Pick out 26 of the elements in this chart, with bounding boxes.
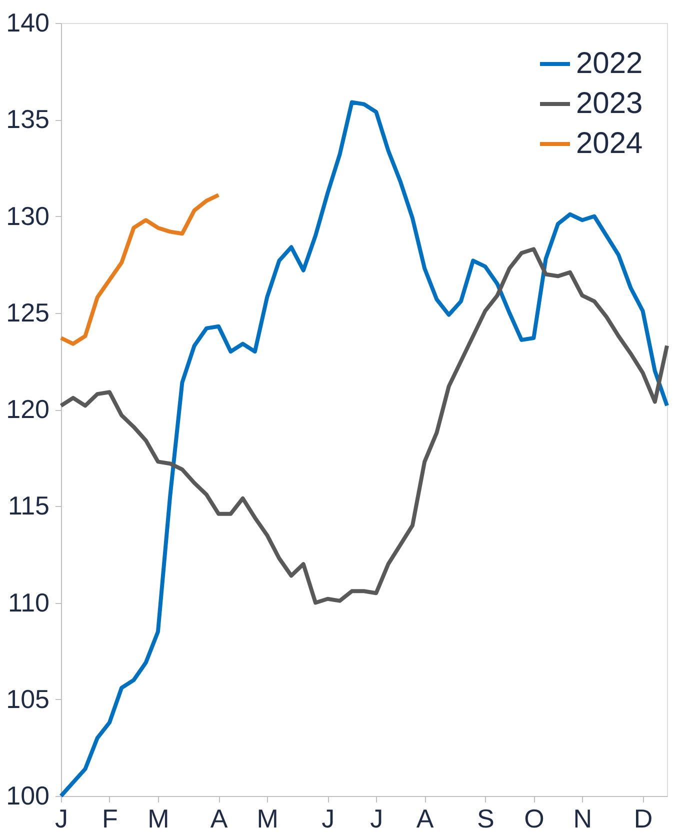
legend-label: 2022 [576, 47, 643, 80]
y-tick-label: 130 [6, 200, 50, 231]
x-tick-label: O [524, 804, 544, 834]
x-tick-label: A [210, 804, 228, 834]
x-tick-label: J [370, 804, 384, 834]
x-tick-label: A [416, 804, 434, 834]
line-series [59, 247, 669, 605]
y-tick-label: 125 [6, 297, 50, 328]
legend-label: 2024 [576, 127, 643, 160]
x-tick-label: J [55, 804, 68, 834]
legend-label: 2023 [576, 87, 643, 120]
y-tick-label: 135 [6, 104, 50, 134]
x-tick-label: S [477, 804, 494, 834]
x-tick-label: M [148, 804, 170, 834]
x-tick-label: J [322, 804, 335, 834]
y-tick-label: 140 [6, 8, 50, 38]
y-tick-label: 110 [8, 587, 50, 618]
x-tick-label: F [102, 804, 118, 834]
y-tick-label: 120 [6, 394, 50, 424]
y-tick-label: 105 [6, 684, 50, 714]
x-tick-label: D [634, 804, 653, 834]
x-tick-label: N [573, 804, 592, 834]
y-tick-label: 115 [8, 490, 50, 521]
line-series [59, 192, 221, 346]
x-tick-label: M [256, 804, 278, 834]
y-tick-label: 100 [6, 780, 50, 810]
